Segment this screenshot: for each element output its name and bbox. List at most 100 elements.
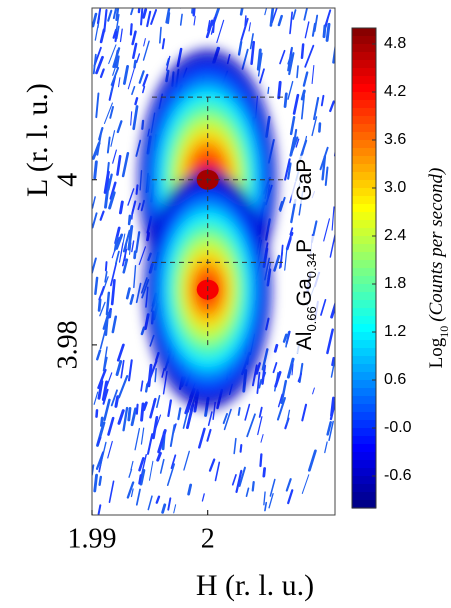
colorbar-segment [352,356,376,365]
streak [279,49,286,65]
streak [277,14,283,27]
streak [257,52,263,77]
streak [159,458,165,474]
streak [328,420,334,442]
streak [131,30,137,46]
streak [331,206,335,231]
streak [304,21,310,39]
streak [117,409,125,425]
streak [170,454,177,470]
streak [313,14,319,32]
colorbar-segment [352,452,376,461]
streak [192,8,196,17]
streak [152,415,159,440]
streak [273,254,281,272]
streak [331,356,335,367]
streak [99,210,105,221]
streak [140,402,145,422]
colorbar-segment [352,156,376,165]
streak [115,8,120,22]
streak [99,68,105,79]
streak [118,77,121,88]
streak [103,398,111,422]
streak [140,427,145,445]
streak [147,359,158,385]
colorbar-segment [352,316,376,325]
streak [135,282,142,304]
streak [138,457,145,472]
streak [133,59,137,69]
streak [311,64,315,85]
streak [301,474,310,494]
streak [287,162,292,180]
streak [135,403,139,415]
streak [133,250,137,260]
colorbar-segment [352,500,376,509]
streak [148,460,154,481]
streak [303,8,308,21]
streak [96,8,101,24]
streak [206,428,212,442]
streak [277,80,282,100]
streak [249,33,254,50]
streak [92,53,97,75]
streak [287,489,294,505]
colorbar-segment [352,108,376,117]
streak [237,40,243,56]
streak [127,359,133,382]
streak [300,43,305,59]
streak [116,343,125,362]
streak [262,467,266,478]
streak [118,200,124,215]
streak [320,298,327,316]
streak [261,364,267,385]
x-tick-label: 2 [201,523,215,554]
streak [187,483,193,496]
colorbar-segment [352,284,376,293]
streak [94,276,99,296]
streak [292,9,297,20]
streak [130,111,133,126]
y-axis-title: L (r. l. u.) [21,83,54,197]
colorbar-segment [352,28,376,37]
streak [140,8,144,26]
colorbar-segment [352,164,376,173]
streak [135,184,139,195]
streak [107,440,113,459]
streak [101,380,109,402]
streak [97,504,102,515]
streak [119,28,123,43]
colorbar-segment [352,348,376,357]
streak [116,154,122,176]
x-tick-label: 1.99 [68,523,117,554]
streak [161,503,167,514]
streak [276,396,286,421]
streak [108,480,115,504]
streak [312,387,315,395]
streak [283,92,288,108]
streak [141,119,145,130]
colorbar-segment [352,396,376,405]
streak [121,151,130,178]
streak [110,278,116,306]
streak [104,271,108,283]
streak [323,218,331,242]
streak [329,232,335,258]
colorbar-segment [352,92,376,101]
streak [326,421,332,436]
streak [216,19,225,44]
streak [296,65,299,79]
streak [207,20,211,32]
colorbar-segment [352,44,376,53]
streak [155,495,161,504]
colorbar-frame [351,27,377,509]
streak [156,451,162,462]
streak [110,389,118,407]
streak [302,71,309,87]
streak [177,407,182,421]
streak [260,434,264,443]
streak [104,261,108,272]
streak [272,362,278,374]
colorbar-segment [352,196,376,205]
streak [106,136,111,154]
